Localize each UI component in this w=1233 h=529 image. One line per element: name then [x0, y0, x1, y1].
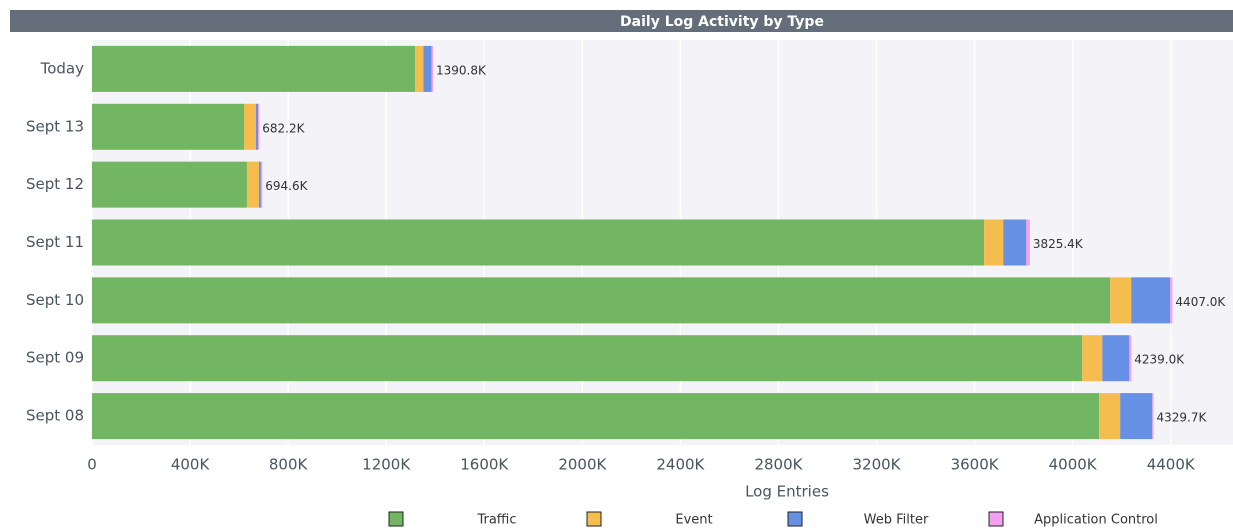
legend-swatch	[388, 511, 404, 527]
bar-segment	[1110, 277, 1132, 324]
total-label: 4239.0K	[1134, 353, 1185, 367]
bar-segment	[1120, 393, 1153, 440]
bar-segment	[92, 219, 985, 266]
bar-segment	[1152, 393, 1154, 440]
x-tick-label: 3600K	[951, 456, 1000, 474]
total-label: 682.2K	[262, 121, 305, 135]
total-label: 1390.8K	[436, 63, 487, 77]
legend-label: Event	[675, 513, 712, 528]
bar-segment	[92, 393, 1100, 440]
legend-label: Traffic	[476, 513, 516, 528]
x-tick-label: 4000K	[1049, 456, 1098, 474]
bar-segment	[256, 103, 258, 150]
bar-segment	[1102, 335, 1130, 382]
y-tick-label: Sept 13	[26, 117, 84, 135]
x-tick-label: 0	[87, 456, 97, 474]
legend-label: Web Filter	[864, 513, 929, 528]
x-tick-label: 2000K	[558, 456, 607, 474]
bar-segment	[423, 45, 432, 92]
y-tick-label: Today	[40, 59, 85, 77]
x-tick-label: 1200K	[362, 456, 411, 474]
bar-segment	[415, 45, 424, 92]
bar-segment	[92, 161, 247, 208]
legend-swatch	[988, 511, 1004, 527]
bar-segment	[92, 277, 1111, 324]
legend-label: Application Control	[1034, 513, 1158, 528]
x-tick-label: 3200K	[853, 456, 902, 474]
legend-swatch	[586, 511, 602, 527]
y-tick-label: Sept 08	[26, 407, 84, 425]
total-label: 4329.7K	[1156, 411, 1207, 425]
y-tick-label: Sept 09	[26, 349, 84, 367]
bar-segment	[246, 161, 259, 208]
bar-segment	[1082, 335, 1103, 382]
x-tick-label: 800K	[269, 456, 309, 474]
x-tick-label: 1600K	[460, 456, 509, 474]
x-tick-label: 400K	[171, 456, 211, 474]
x-tick-label: 2400K	[656, 456, 705, 474]
total-label: 3825.4K	[1033, 237, 1084, 251]
total-label: 694.6K	[265, 179, 308, 193]
x-tick-label: 2800K	[754, 456, 803, 474]
y-tick-label: Sept 12	[26, 175, 84, 193]
bar-segment	[258, 161, 261, 208]
y-tick-label: Sept 11	[26, 233, 84, 251]
bar-segment	[260, 161, 263, 208]
bar-segment	[257, 103, 260, 150]
bar-segment	[244, 103, 257, 150]
bar-segment	[1003, 219, 1027, 266]
bar-segment	[92, 335, 1083, 382]
bar-segment	[984, 219, 1004, 266]
bar-segment	[1129, 335, 1132, 382]
x-tick-label: 4400K	[1147, 456, 1196, 474]
bar-segment	[431, 45, 433, 92]
title-bar	[10, 10, 1233, 32]
chart-title: Daily Log Activity by Type	[620, 14, 824, 30]
bar-segment	[1099, 393, 1121, 440]
bar-segment	[1131, 277, 1171, 324]
bar-segment	[1026, 219, 1030, 266]
total-label: 4407.0K	[1175, 295, 1226, 309]
y-tick-label: Sept 10	[26, 291, 84, 309]
legend-swatch	[787, 511, 803, 527]
x-axis-label: Log Entries	[745, 483, 829, 501]
bar-segment	[92, 103, 244, 150]
bar-segment	[1170, 277, 1173, 324]
bar-segment	[92, 45, 416, 92]
